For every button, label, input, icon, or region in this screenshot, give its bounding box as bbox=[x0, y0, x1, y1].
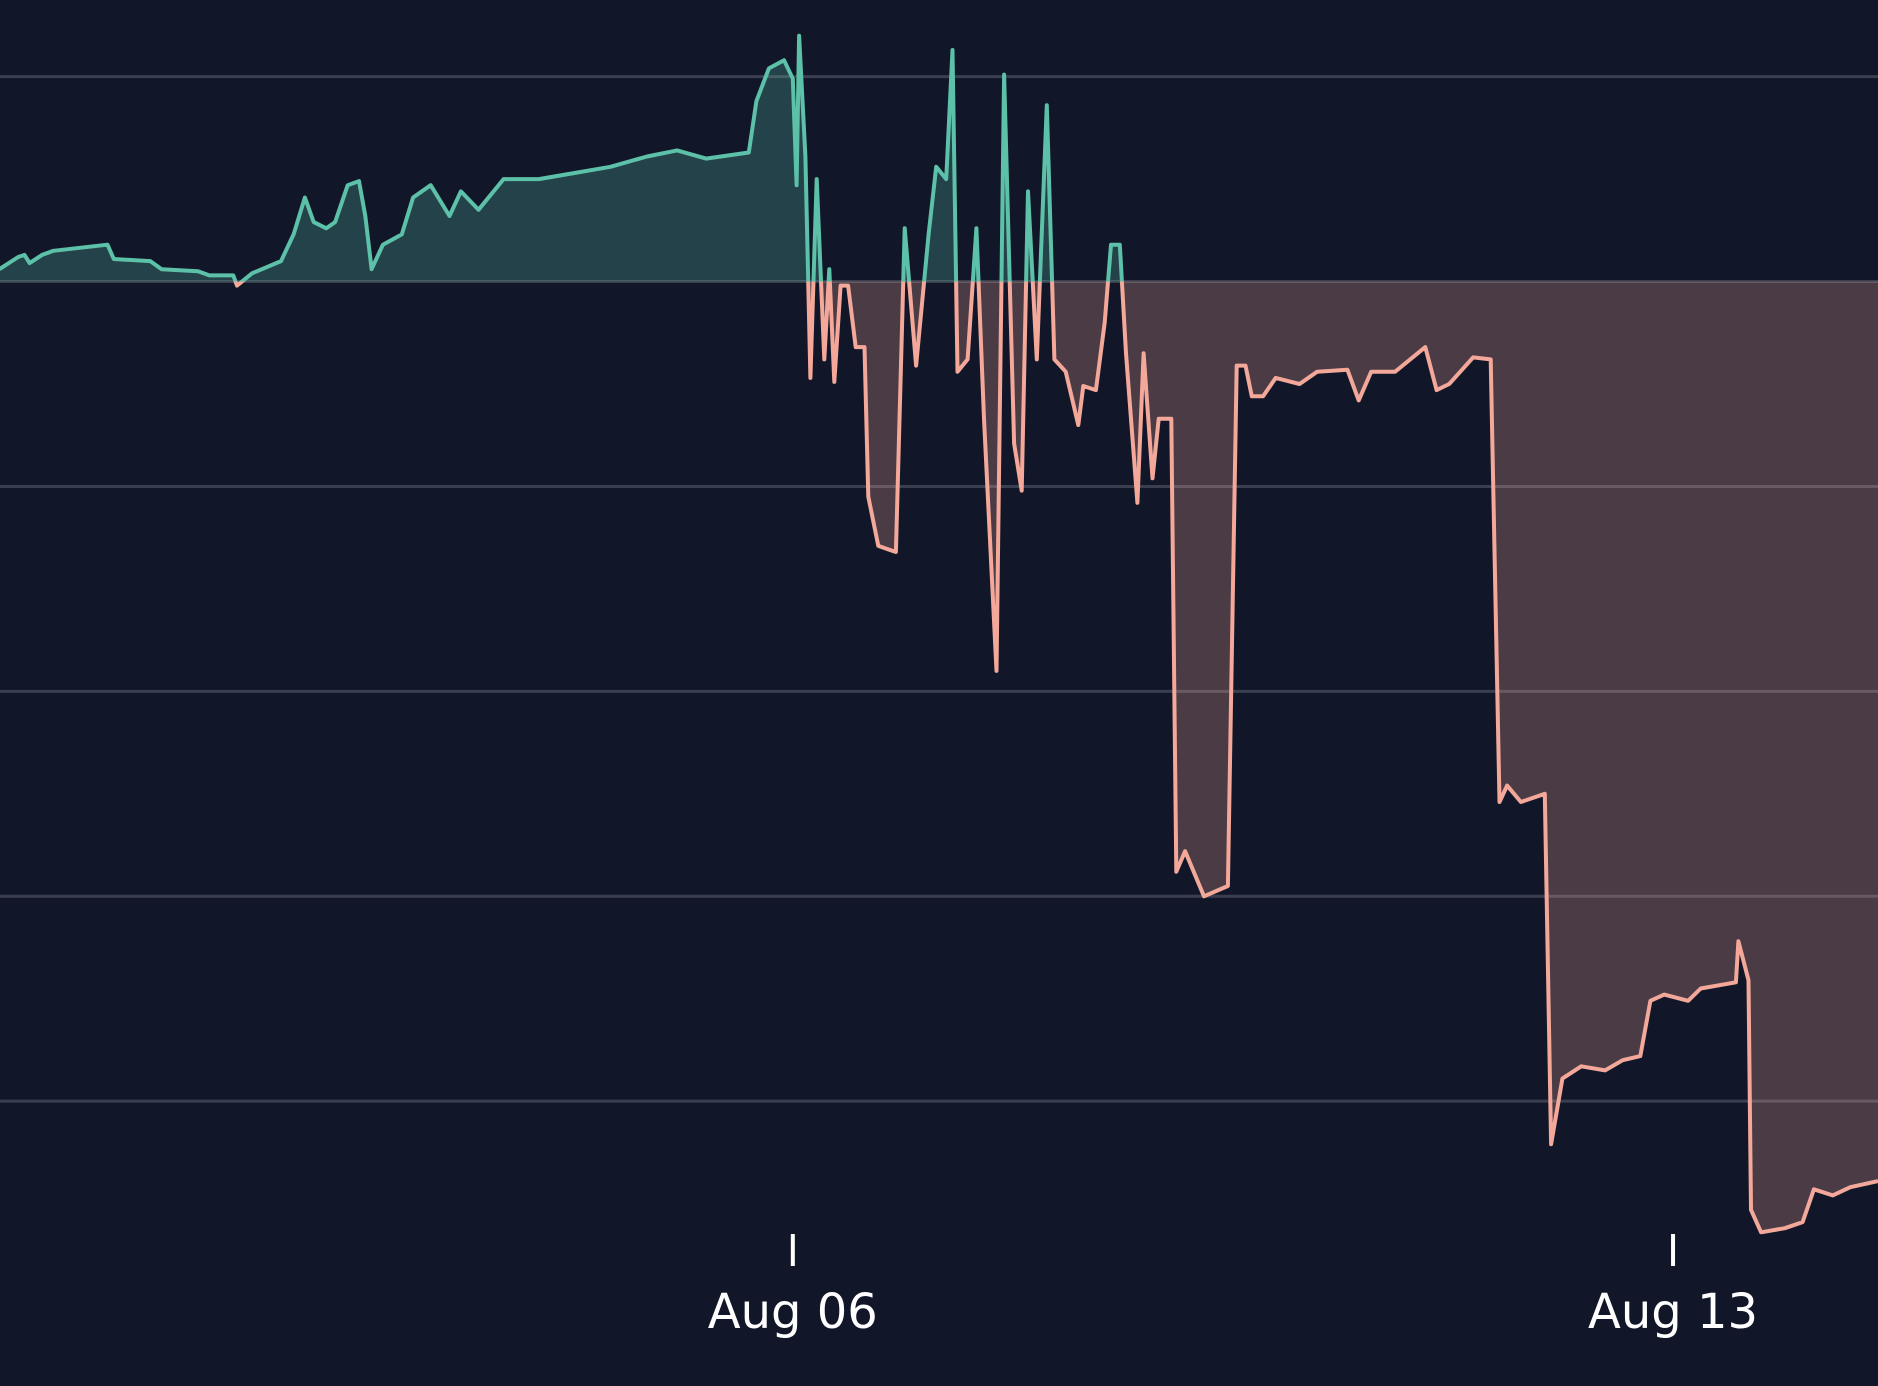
x-tick-label: Aug 06 bbox=[708, 1284, 878, 1340]
area bbox=[0, 35, 1878, 1233]
line bbox=[0, 33, 1878, 1235]
x-tick-label: Aug 13 bbox=[1588, 1284, 1758, 1340]
